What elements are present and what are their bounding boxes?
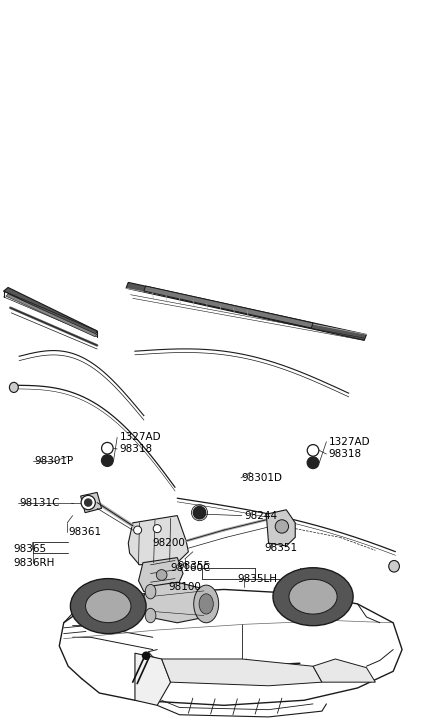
Text: 98365: 98365 [14, 544, 47, 554]
Ellipse shape [194, 585, 219, 623]
Text: 98318: 98318 [329, 449, 362, 459]
Ellipse shape [289, 579, 337, 614]
Circle shape [134, 526, 142, 534]
Polygon shape [162, 659, 322, 686]
Polygon shape [81, 492, 102, 513]
Circle shape [307, 457, 319, 468]
Polygon shape [6, 294, 97, 337]
Text: 98131C: 98131C [19, 498, 60, 508]
Text: 98361: 98361 [68, 526, 101, 537]
Polygon shape [126, 282, 366, 340]
Circle shape [193, 507, 206, 519]
Polygon shape [140, 582, 215, 623]
Polygon shape [144, 286, 313, 328]
Text: 1327AD: 1327AD [119, 433, 161, 442]
Ellipse shape [70, 579, 146, 634]
Circle shape [307, 445, 319, 457]
Polygon shape [266, 510, 295, 546]
Text: 98318: 98318 [119, 444, 152, 454]
Circle shape [102, 443, 113, 454]
Circle shape [85, 499, 92, 506]
Text: 98200: 98200 [153, 538, 185, 548]
Text: 9836RH: 9836RH [14, 558, 55, 568]
Circle shape [102, 455, 113, 466]
Ellipse shape [86, 590, 131, 622]
Text: 98351: 98351 [264, 543, 297, 553]
Ellipse shape [273, 568, 353, 626]
Circle shape [153, 525, 161, 533]
Circle shape [142, 652, 150, 659]
Text: 98244: 98244 [244, 510, 277, 521]
Ellipse shape [145, 585, 156, 599]
Polygon shape [4, 287, 97, 336]
Circle shape [81, 495, 95, 510]
Text: 98100: 98100 [168, 582, 201, 592]
Polygon shape [138, 558, 183, 592]
Polygon shape [128, 515, 188, 565]
Ellipse shape [199, 594, 213, 614]
Text: 9835LH: 9835LH [237, 574, 277, 585]
Ellipse shape [389, 561, 400, 572]
Text: 98355: 98355 [177, 561, 211, 571]
Circle shape [275, 520, 289, 533]
Text: 98301D: 98301D [242, 473, 283, 483]
Ellipse shape [9, 382, 18, 393]
Text: 98160C: 98160C [171, 563, 211, 573]
Ellipse shape [145, 608, 156, 623]
Text: 1327AD: 1327AD [329, 437, 370, 446]
Circle shape [156, 570, 167, 580]
Text: 98301P: 98301P [34, 457, 73, 466]
Polygon shape [135, 653, 171, 705]
Polygon shape [313, 659, 375, 682]
